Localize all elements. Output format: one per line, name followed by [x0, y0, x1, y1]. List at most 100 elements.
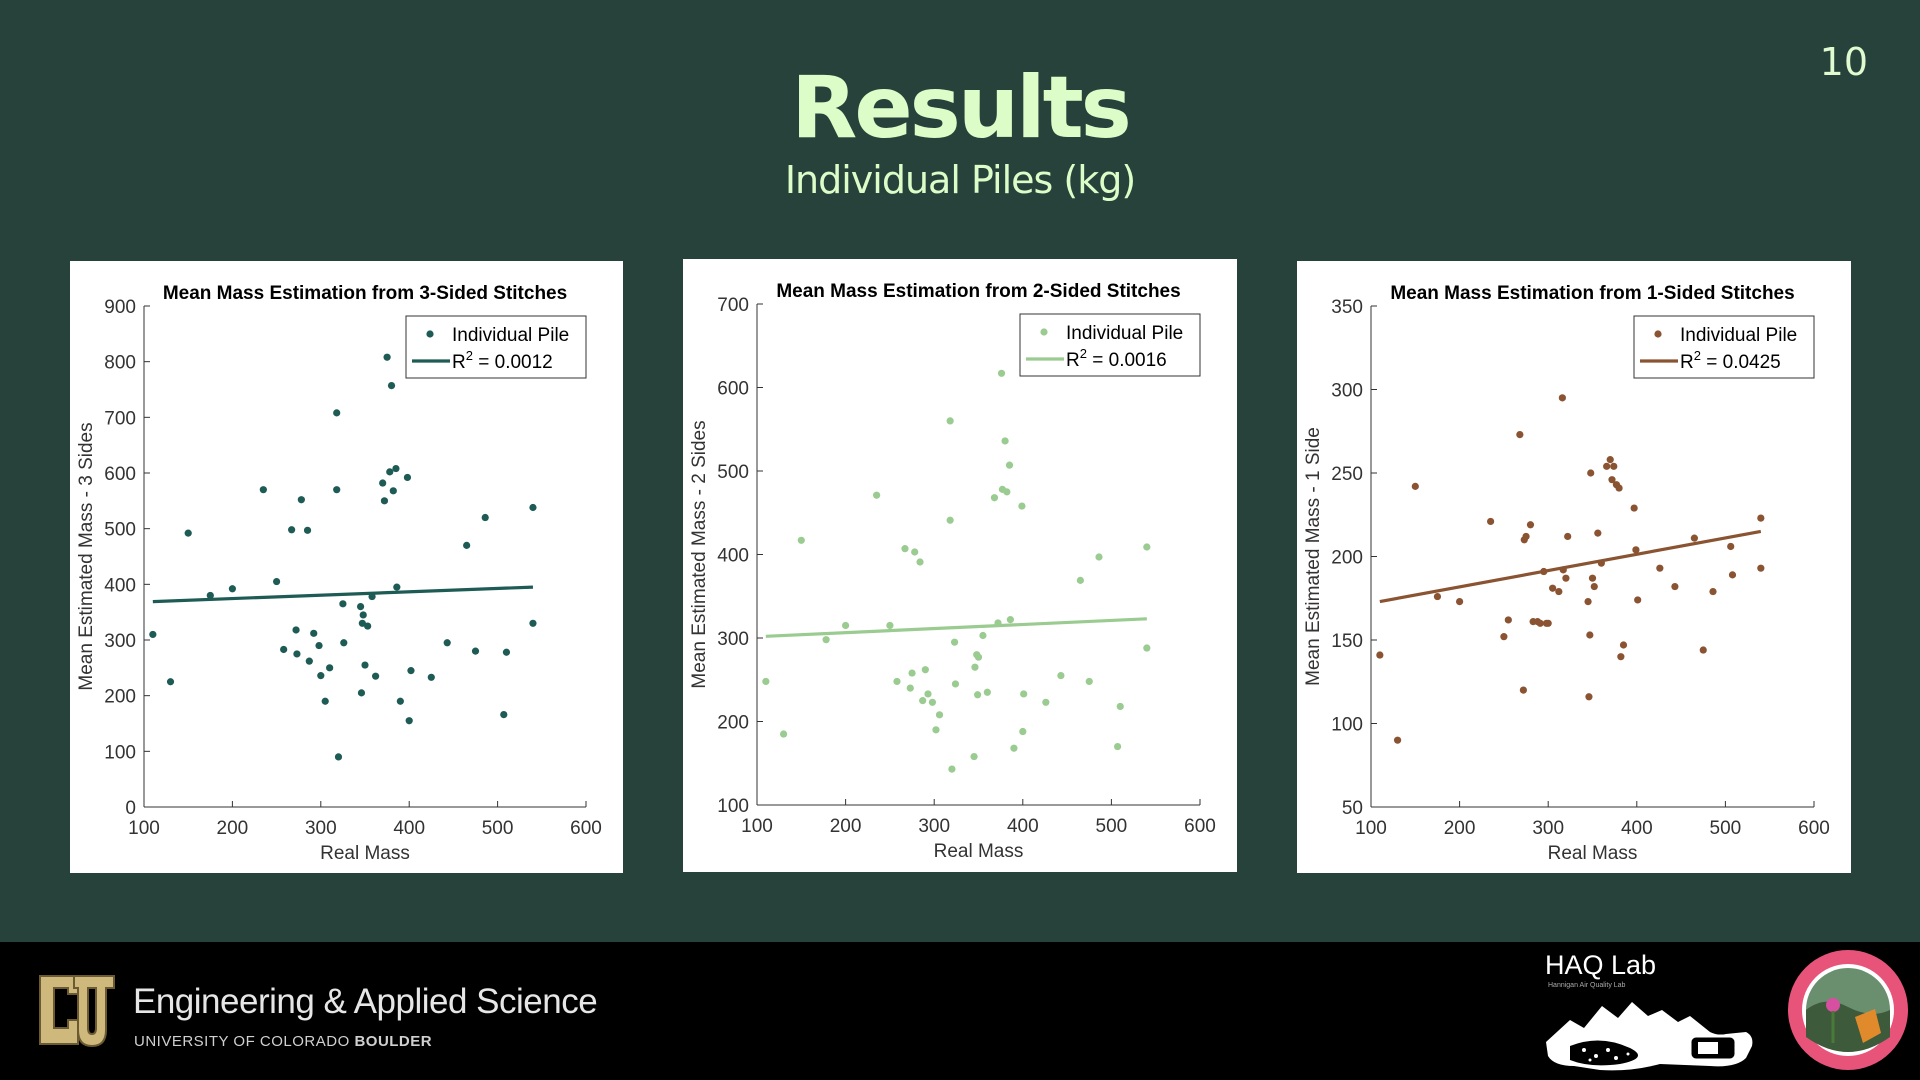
data-point — [946, 516, 954, 524]
data-point — [471, 647, 480, 655]
data-point — [387, 382, 396, 390]
data-point — [916, 558, 924, 566]
data-point — [1076, 576, 1084, 584]
chart-1-sided: 100 200 300 400 500 600 50 100 150 200 250 300 350 Me… — [1297, 261, 1851, 873]
y-tick-label: 300 — [104, 631, 136, 652]
university-bold: BOULDER — [354, 1033, 433, 1050]
x-tick-label: 200 — [830, 816, 862, 837]
data-point — [1594, 529, 1602, 537]
data-point — [326, 664, 334, 672]
data-point — [393, 583, 401, 591]
data-point — [974, 691, 982, 699]
data-point — [1042, 698, 1050, 706]
data-point — [948, 765, 956, 773]
data-point — [1608, 476, 1616, 484]
data-point — [1536, 619, 1544, 627]
data-point — [305, 657, 313, 665]
legend-fit-label: R2 = 0.0425 — [1680, 348, 1781, 373]
data-point — [529, 503, 537, 512]
data-point — [288, 526, 296, 534]
data-point — [990, 494, 999, 502]
data-point — [361, 661, 369, 669]
data-point — [1519, 686, 1527, 694]
legend-fit-superscript: 2 — [1080, 346, 1087, 361]
legend-point-marker — [426, 330, 434, 338]
data-point — [359, 611, 367, 619]
data-point — [392, 464, 400, 473]
data-point — [932, 726, 940, 734]
data-point — [380, 497, 389, 505]
data-point — [1558, 394, 1566, 402]
y-axis-label: Mean Estimated Mass - 1 Side — [1303, 427, 1324, 686]
data-point — [1757, 564, 1765, 572]
y-tick-label: 800 — [104, 353, 136, 374]
data-point — [979, 631, 987, 640]
data-point — [315, 641, 323, 650]
data-point — [389, 487, 397, 495]
data-point — [1757, 514, 1765, 522]
data-point — [1728, 571, 1737, 579]
y-tick-label: 100 — [104, 742, 136, 763]
trend-line — [765, 617, 1147, 638]
data-point — [1585, 693, 1593, 701]
x-tick-label: 200 — [1444, 818, 1476, 839]
x-tick-label: 100 — [1355, 818, 1387, 839]
school-name: Engineering & Applied Science — [133, 982, 598, 1021]
data-point — [334, 753, 343, 761]
x-tick-label: 300 — [918, 816, 950, 837]
data-point — [911, 548, 919, 556]
data-point — [762, 677, 770, 686]
data-point — [502, 648, 511, 656]
chart-title: Mean Mass Estimation from 3-Sided Stitch… — [163, 283, 567, 304]
data-point — [1456, 597, 1464, 606]
y-tick-label: 150 — [1331, 631, 1363, 652]
data-point — [921, 666, 929, 674]
chart-1-sided-svg: 100 200 300 400 500 60050100150200250300350Me… — [1303, 283, 1830, 864]
y-tick-label: 600 — [104, 464, 136, 485]
data-point — [1544, 619, 1552, 627]
data-point — [317, 672, 325, 680]
data-point — [358, 619, 366, 627]
data-point — [340, 639, 348, 647]
data-point — [970, 752, 978, 761]
x-tick-label: 300 — [305, 818, 337, 839]
legend-fit-superscript: 2 — [466, 348, 473, 363]
data-point — [1516, 430, 1524, 439]
data-point — [1114, 742, 1122, 751]
data-point — [974, 653, 983, 661]
haq-lab-name: HAQ Lab — [1545, 950, 1657, 980]
legend-fit-value: = 0.0016 — [1087, 350, 1167, 371]
data-point — [971, 663, 979, 671]
data-point — [1709, 587, 1717, 596]
slide-subtitle: Individual Piles (kg) — [784, 158, 1136, 202]
data-point — [1003, 488, 1011, 496]
data-point — [383, 353, 391, 361]
data-point — [184, 529, 192, 537]
data-point — [928, 698, 937, 706]
data-point — [1634, 596, 1642, 604]
data-point — [1671, 582, 1679, 591]
data-point — [1586, 631, 1594, 639]
data-point — [333, 486, 341, 494]
data-point — [297, 496, 305, 504]
university-prefix: UNIVERSITY OF COLORADO — [134, 1033, 355, 1050]
x-tick-label: 200 — [217, 818, 249, 839]
data-point — [386, 468, 394, 476]
x-tick-label: 600 — [1798, 818, 1830, 839]
legend-box — [405, 315, 587, 379]
data-point — [333, 409, 341, 417]
legend-fit-prefix: R — [452, 352, 466, 373]
y-tick-label: 400 — [717, 546, 749, 567]
y-tick-label: 500 — [104, 520, 136, 541]
data-point — [1564, 532, 1572, 541]
data-point — [405, 717, 413, 725]
data-point — [797, 536, 805, 544]
data-point — [427, 673, 435, 681]
data-point — [893, 677, 901, 686]
data-point — [166, 678, 175, 686]
data-point — [946, 417, 954, 425]
data-point — [919, 697, 927, 705]
data-point — [1010, 744, 1018, 752]
y-tick-label: 700 — [717, 295, 749, 316]
legend-fit-value: = 0.0012 — [473, 352, 553, 373]
